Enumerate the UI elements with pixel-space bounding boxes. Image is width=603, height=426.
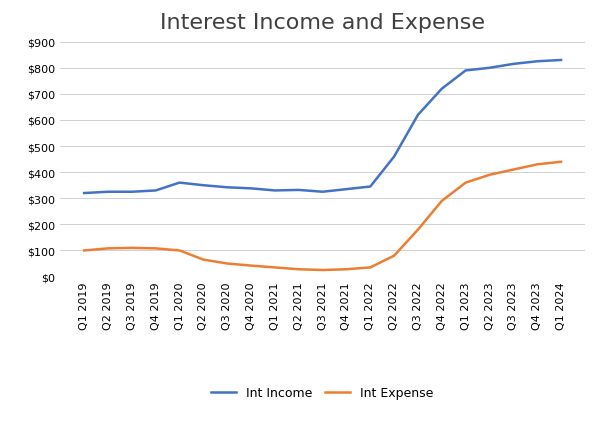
Int Income [534,60,541,65]
Legend: Int Income, Int Expense: Int Income, Int Expense [206,382,439,405]
Int Expense [319,268,326,273]
Int Income [510,62,517,67]
Int Expense [462,181,469,186]
Int Expense [438,199,446,204]
Int Income [247,186,254,191]
Int Income [343,187,350,192]
Int Income [224,185,231,190]
Int Income [414,113,421,118]
Int Expense [176,248,183,253]
Int Expense [271,265,279,271]
Int Expense [391,253,398,259]
Int Expense [557,160,564,165]
Int Income [319,190,326,195]
Int Expense [152,246,159,251]
Int Expense [128,246,136,251]
Int Expense [295,267,302,272]
Int Expense [414,227,421,233]
Int Income [128,190,136,195]
Int Expense [224,261,231,266]
Int Expense [104,246,112,251]
Int Income [152,188,159,193]
Int Income [200,183,207,188]
Line: Int Income: Int Income [84,61,561,193]
Int Income [462,69,469,74]
Int Expense [81,248,88,253]
Int Income [367,184,374,190]
Title: Interest Income and Expense: Interest Income and Expense [160,13,485,33]
Int Income [438,87,446,92]
Int Income [271,188,279,193]
Int Expense [534,162,541,167]
Int Expense [200,257,207,262]
Int Expense [367,265,374,271]
Line: Int Expense: Int Expense [84,162,561,271]
Int Income [391,155,398,160]
Int Income [104,190,112,195]
Int Income [81,191,88,196]
Int Income [295,188,302,193]
Int Expense [343,267,350,272]
Int Expense [247,263,254,268]
Int Income [486,66,493,71]
Int Expense [486,173,493,178]
Int Expense [510,167,517,173]
Int Income [557,58,564,63]
Int Income [176,181,183,186]
